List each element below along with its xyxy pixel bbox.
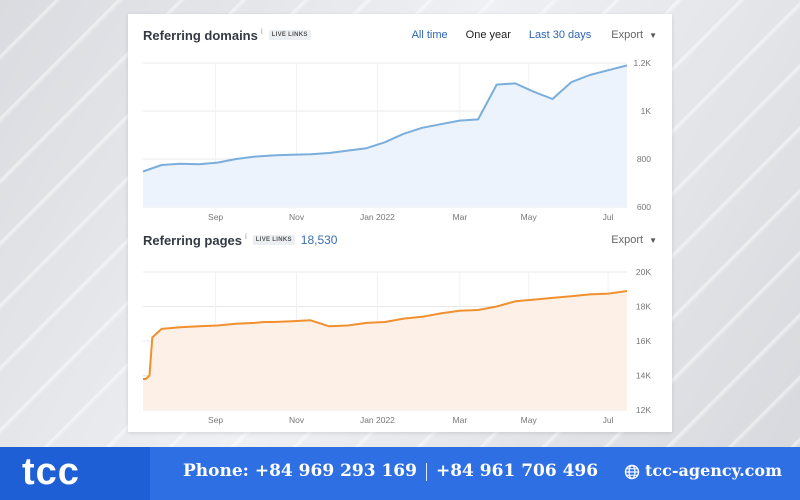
- y-tick-label: 600: [637, 202, 651, 212]
- x-tick-label: Mar: [453, 415, 468, 425]
- divider: [425, 462, 427, 481]
- y-tick-label: 16K: [636, 336, 651, 346]
- live-links-badge: LIVE LINKS: [268, 30, 311, 40]
- range-last-30-days[interactable]: Last 30 days: [528, 29, 592, 41]
- x-tick-label: Jan 2022: [360, 212, 395, 222]
- y-tick-label: 12K: [636, 405, 651, 415]
- referring-pages-chart: 20K 18K 16K 14K 12K Sep Nov Jan 2022 Mar May Jul: [143, 267, 651, 425]
- series-line: [142, 64, 628, 173]
- x-tick-label: Sep: [208, 415, 223, 425]
- x-tick-label: Jul: [603, 212, 614, 222]
- y-tick-label: 800: [637, 154, 651, 164]
- tcc-logo: tcc: [22, 451, 80, 493]
- phone-numbers: Phone: +84 969 293 169 +84 961 706 496: [183, 461, 598, 481]
- pages-export-button[interactable]: Export ▼: [611, 234, 657, 246]
- x-tick-label: Jul: [603, 415, 614, 425]
- y-tick-label: 1.2K: [634, 58, 652, 68]
- referring-domains-chart: 1.2K 1K 800 600 Sep Nov Jan 2022 Mar May Jul: [142, 58, 652, 222]
- series-area: [143, 291, 627, 410]
- y-tick-label: 14K: [636, 371, 651, 381]
- x-tick-label: Nov: [289, 212, 305, 222]
- range-all-time[interactable]: All time: [411, 29, 448, 41]
- domains-title: Referring domains: [143, 27, 258, 43]
- range-one-year[interactable]: One year: [465, 29, 511, 41]
- pages-header: Referring pages i LIVE LINKS 18,530 Expo…: [143, 229, 657, 251]
- series-line: [143, 290, 628, 380]
- phone-secondary[interactable]: +84 961 706 496: [435, 461, 599, 481]
- x-tick-label: May: [521, 415, 538, 425]
- referring-pages-count: 18,530: [300, 233, 338, 247]
- contact-footer: tcc Phone: +84 969 293 169 +84 961 706 49…: [0, 447, 800, 500]
- domains-header: Referring domains i LIVE LINKS All time …: [143, 24, 657, 46]
- x-tick-label: Jan 2022: [360, 415, 395, 425]
- dashboard-card: Referring domains i LIVE LINKS All time …: [128, 14, 672, 432]
- y-tick-label: 18K: [636, 302, 651, 312]
- x-tick-label: Nov: [289, 415, 305, 425]
- x-tick-label: Sep: [208, 212, 223, 222]
- y-tick-label: 20K: [636, 267, 651, 277]
- y-tick-label: 1K: [641, 106, 652, 116]
- phone-primary[interactable]: Phone: +84 969 293 169: [183, 461, 417, 481]
- website-link[interactable]: tcc-agency.com: [624, 461, 782, 480]
- chevron-down-icon: ▼: [649, 236, 657, 245]
- chevron-down-icon: ▼: [649, 31, 657, 40]
- x-tick-label: Mar: [453, 212, 468, 222]
- website-url: tcc-agency.com: [645, 461, 782, 480]
- pages-title: Referring pages: [143, 232, 242, 248]
- series-area: [143, 65, 627, 208]
- logo-block: tcc: [0, 447, 150, 500]
- domains-export-button[interactable]: Export ▼: [611, 29, 657, 41]
- info-icon[interactable]: i: [244, 231, 247, 241]
- info-icon[interactable]: i: [260, 26, 263, 36]
- globe-icon: [624, 464, 640, 479]
- x-tick-label: May: [521, 212, 538, 222]
- live-links-badge: LIVE LINKS: [252, 235, 295, 245]
